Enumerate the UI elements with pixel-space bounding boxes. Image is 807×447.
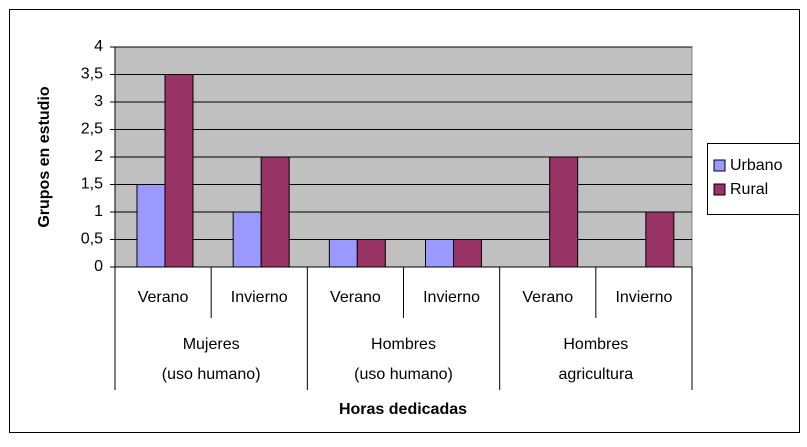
legend-swatch: [713, 159, 726, 172]
x-axis-label: Horas dedicadas: [339, 401, 467, 418]
group-label: (uso humano): [354, 366, 453, 383]
y-tick-label: 1,5: [81, 176, 103, 193]
bar: [549, 156, 579, 268]
group-label: Mujeres: [183, 336, 240, 353]
y-tick-label: 1: [94, 203, 103, 220]
x-tick-label: Invierno: [615, 289, 672, 306]
x-tick-label: Invierno: [423, 289, 480, 306]
bar: [328, 239, 358, 268]
bar: [356, 239, 386, 268]
group-label: Hombres: [371, 336, 436, 353]
legend-swatch: [713, 183, 726, 196]
y-tick-label: 3: [94, 93, 103, 110]
x-tick-label: Invierno: [231, 289, 288, 306]
bar: [425, 239, 454, 268]
group-label: Hombres: [563, 336, 628, 353]
x-tick-label: Verano: [330, 289, 381, 306]
bar: [260, 156, 290, 268]
legend-label: Rural: [730, 181, 768, 198]
y-tick-label: 4: [94, 38, 103, 55]
legend: [707, 143, 800, 215]
x-tick-label: Verano: [138, 289, 189, 306]
y-axis-label: Grupos en estudio: [36, 86, 53, 228]
y-tick-label: 2: [94, 148, 103, 165]
y-tick-label: 3,5: [81, 66, 103, 83]
legend-label: Urbano: [730, 157, 783, 174]
bar: [164, 74, 194, 268]
bar: [645, 211, 675, 268]
group-label: (uso humano): [162, 366, 261, 383]
bar: [232, 211, 262, 268]
bar: [453, 239, 482, 268]
y-tick-label: 2,5: [81, 121, 103, 138]
y-tick-label: 0,5: [81, 231, 103, 248]
group-label: agricultura: [558, 366, 633, 383]
y-tick-label: 0: [94, 258, 103, 275]
bar: [136, 184, 166, 268]
x-tick-label: Verano: [522, 289, 573, 306]
